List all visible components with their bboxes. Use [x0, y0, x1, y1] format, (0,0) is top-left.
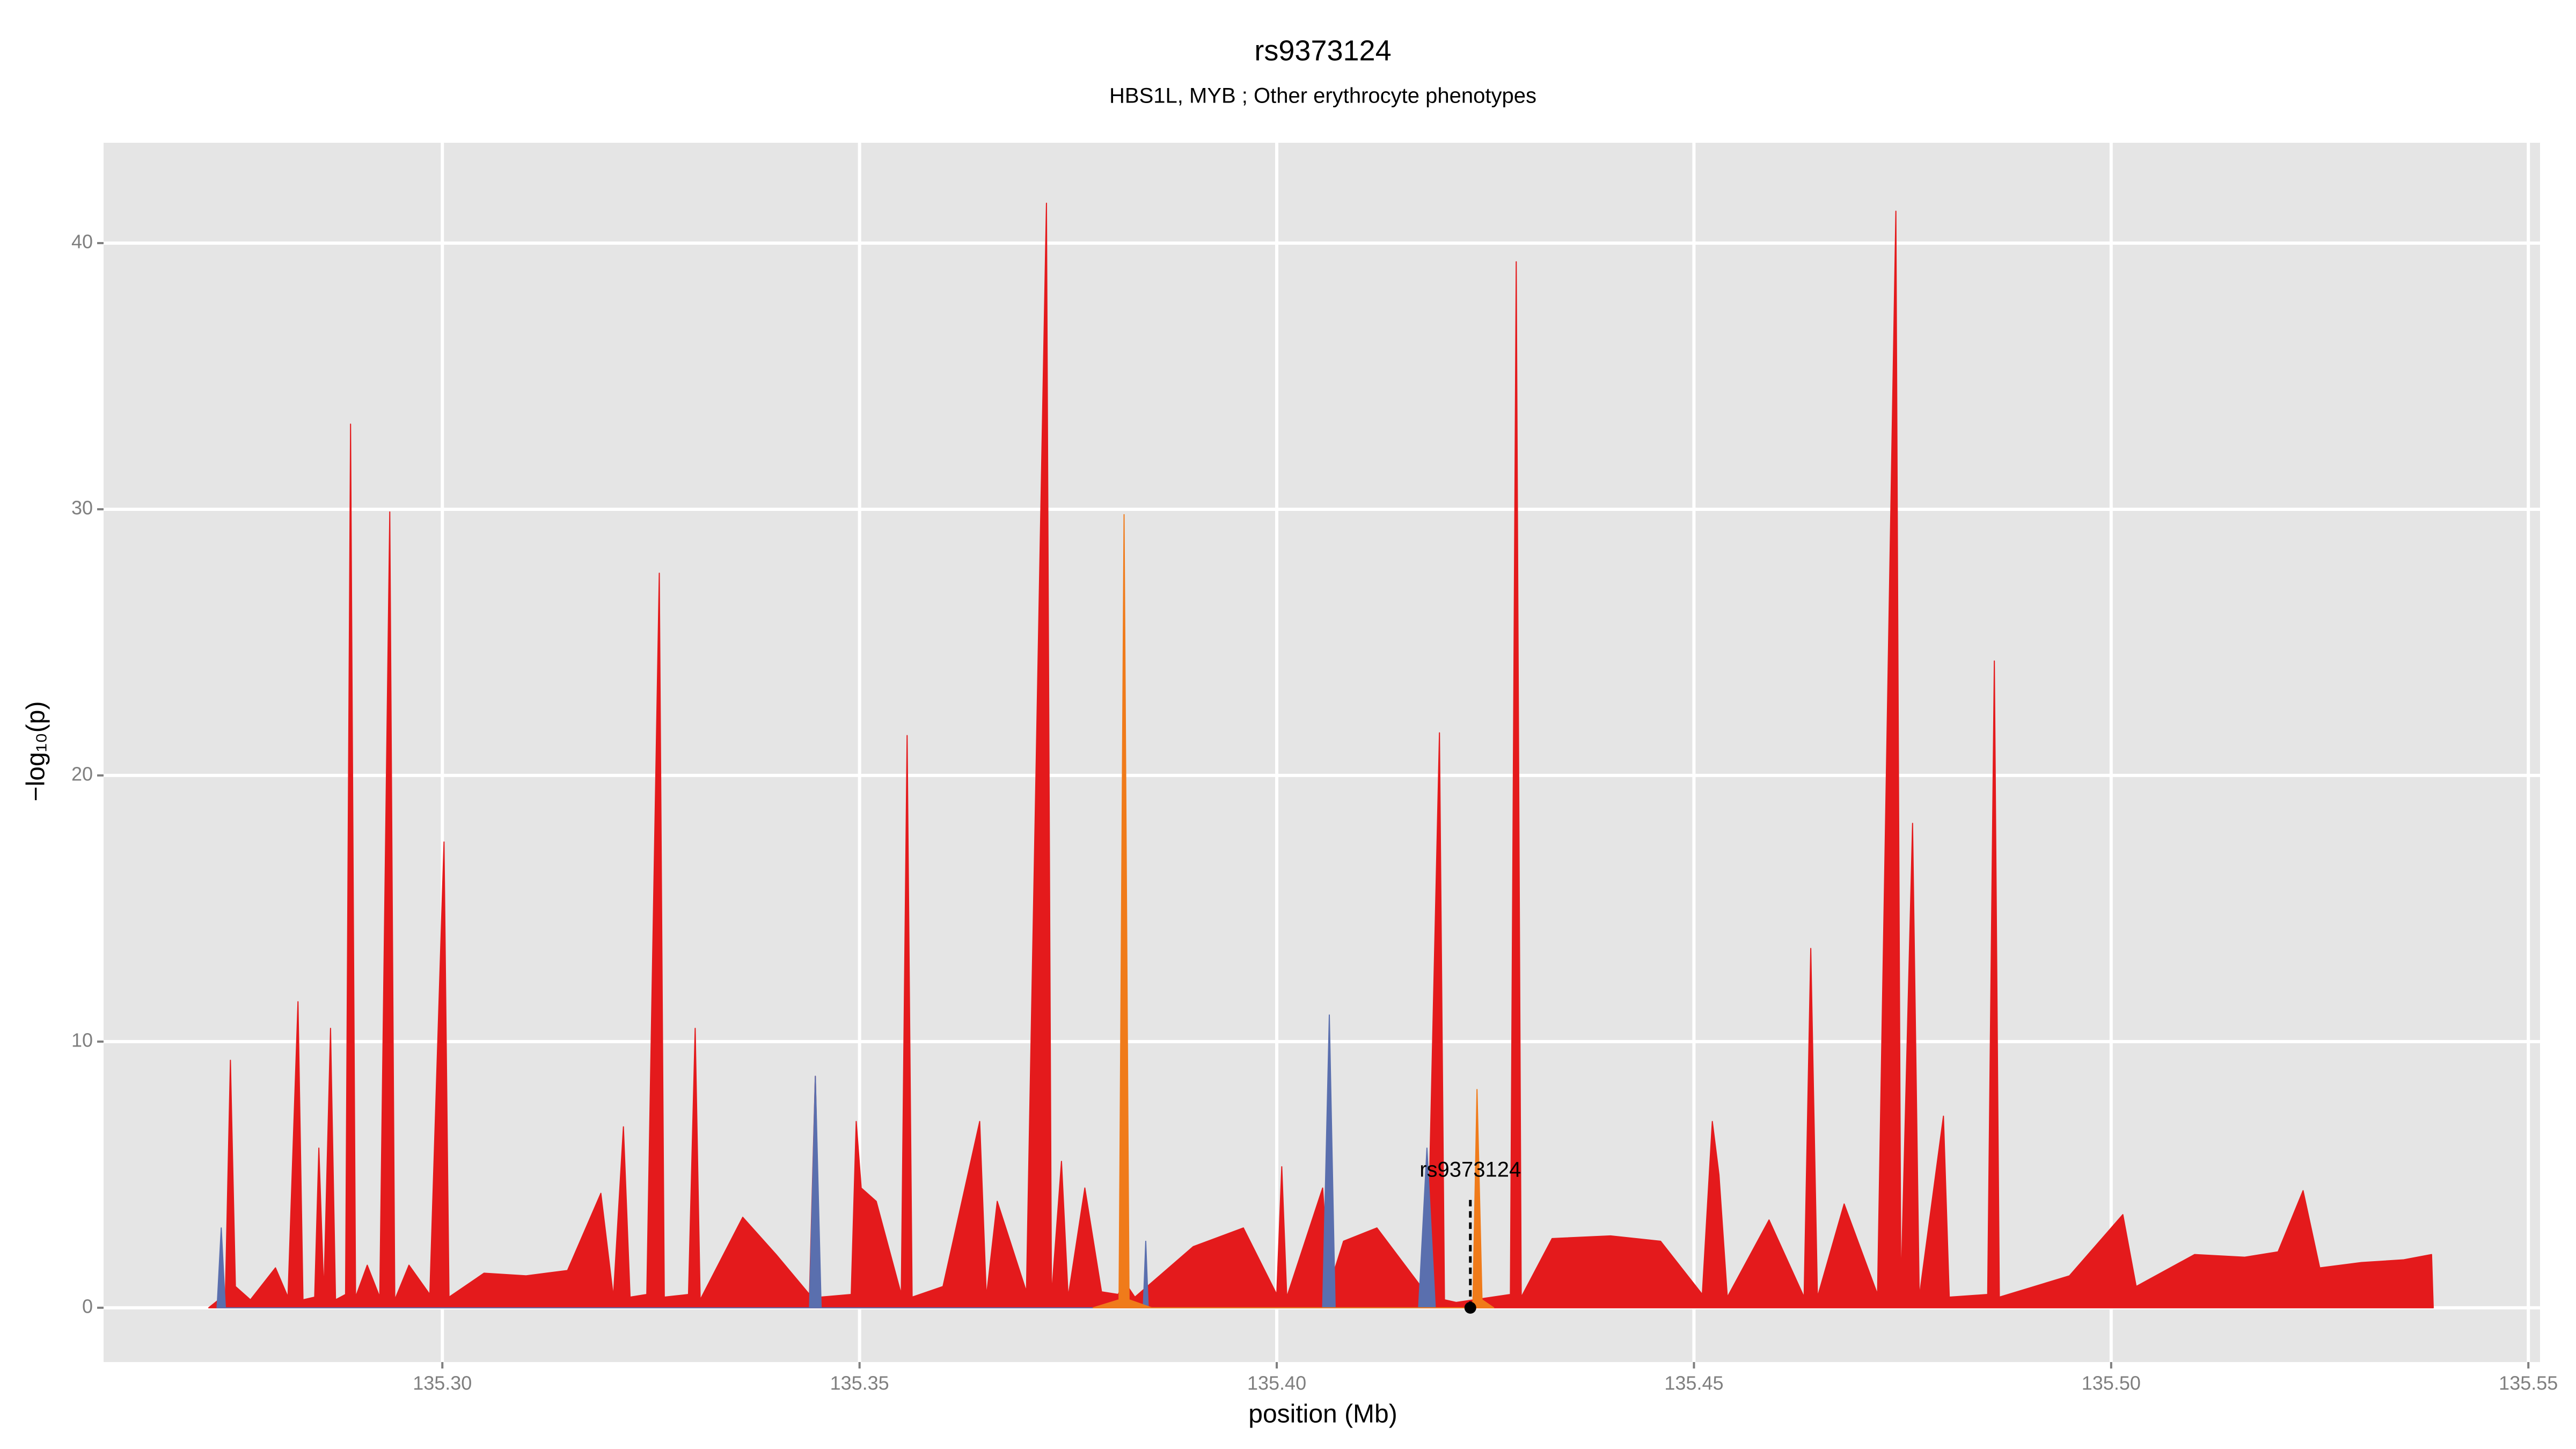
area: [216, 1014, 1436, 1308]
x-tick-label: 135.50: [2082, 1372, 2141, 1394]
area: [1092, 514, 1495, 1308]
x-tick-label: 135.40: [1247, 1372, 1306, 1394]
y-axis-title: −log₁₀(p): [22, 701, 50, 802]
annotation-label: rs9373124: [1419, 1158, 1521, 1181]
y-tick-label: 0: [82, 1295, 93, 1317]
y-tick-label: 30: [71, 496, 93, 518]
y-tick-label: 20: [71, 763, 93, 785]
annotation-point: [1464, 1301, 1476, 1314]
x-tick-label: 135.55: [2499, 1372, 2558, 1394]
x-tick-label: 135.30: [413, 1372, 472, 1394]
chart-subtitle: HBS1L, MYB ; Other erythrocyte phenotype…: [1109, 84, 1536, 108]
plot-panel: [104, 143, 2540, 1362]
y-tick-label: 10: [71, 1029, 93, 1051]
x-axis-title: position (Mb): [1248, 1400, 1397, 1429]
y-tick-label: 40: [71, 230, 93, 252]
x-tick-label: 135.45: [1664, 1372, 1723, 1394]
x-tick-label: 135.35: [830, 1372, 889, 1394]
area: [208, 202, 2434, 1308]
chart-title: rs9373124: [1254, 34, 1391, 67]
